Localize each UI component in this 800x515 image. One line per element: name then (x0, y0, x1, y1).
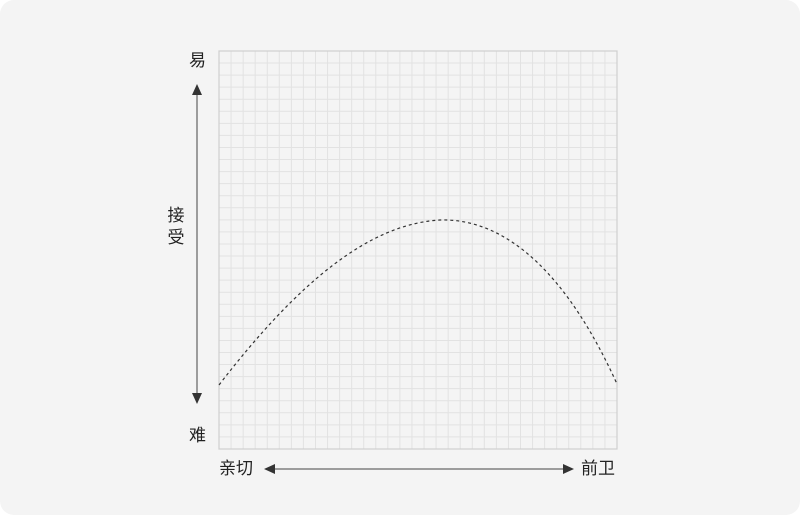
x-axis-right-label: 前卫 (581, 459, 615, 479)
grid (219, 51, 617, 449)
dashed-curve (218, 219, 618, 386)
horizontal-arrow (264, 464, 574, 474)
y-axis-bottom-label: 难 (189, 426, 206, 446)
vertical-arrow (192, 84, 202, 404)
arrow-up-icon (192, 84, 202, 95)
arrow-down-icon (192, 393, 202, 404)
arrow-left-icon (264, 464, 275, 474)
x-axis-left-label: 亲切 (219, 459, 253, 479)
arrow-right-icon (563, 464, 574, 474)
y-axis-top-label: 易 (189, 51, 206, 71)
plot-frame (218, 50, 618, 450)
y-axis-title: 接受 (167, 206, 185, 248)
